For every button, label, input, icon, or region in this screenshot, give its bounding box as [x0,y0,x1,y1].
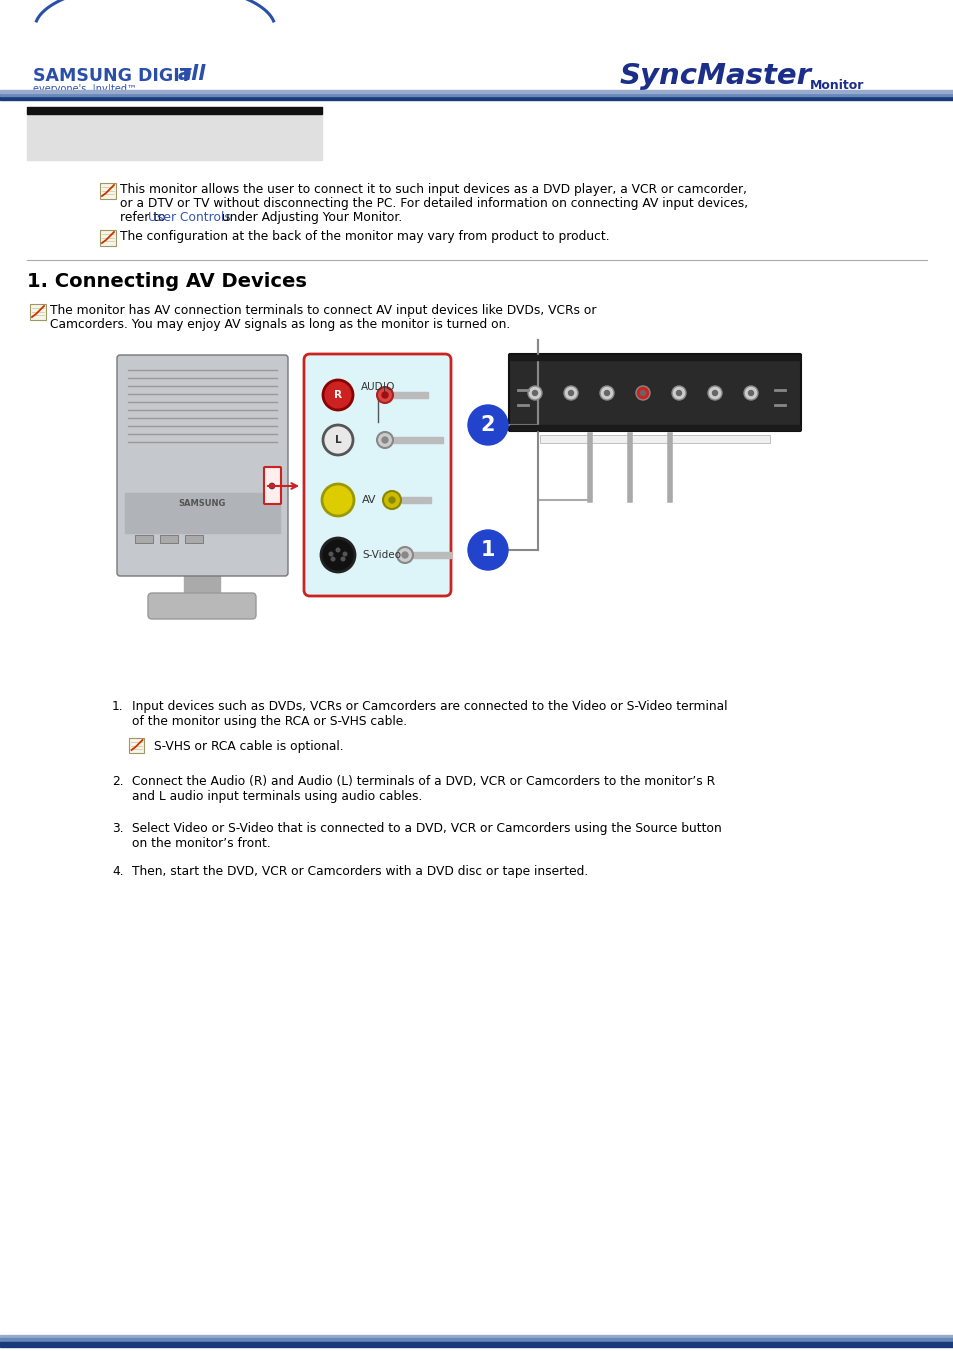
Text: all: all [178,63,206,84]
Bar [400,497,431,503]
Text: SAMSUNG: SAMSUNG [178,499,226,508]
FancyBboxPatch shape [304,354,451,596]
Bar [539,435,769,443]
FancyBboxPatch shape [264,467,281,504]
Text: 3.: 3. [112,821,124,835]
Circle shape [331,557,335,561]
Circle shape [748,390,753,396]
FancyBboxPatch shape [509,354,801,431]
Bar [130,738,144,753]
Text: 1. Connecting AV Devices: 1. Connecting AV Devices [27,272,307,290]
Circle shape [604,390,609,396]
Bar [100,182,116,199]
Circle shape [599,386,614,400]
Bar [510,426,800,430]
Text: 2: 2 [480,415,495,435]
Circle shape [376,386,393,403]
Text: 1.: 1. [112,700,124,713]
Text: and L audio input terminals using audio cables.: and L audio input terminals using audio … [132,790,422,802]
Bar [160,535,178,543]
Circle shape [639,390,645,396]
Bar [0,1335,953,1337]
Text: Monitor: Monitor [809,78,863,92]
Text: AUD|O: AUD|O [360,382,395,393]
Bar [0,1337,953,1342]
Circle shape [468,405,507,444]
Circle shape [269,484,274,489]
Text: L: L [335,435,341,444]
Circle shape [707,386,721,400]
FancyBboxPatch shape [117,355,288,576]
Text: Then, start the DVD, VCR or Camcorders with a DVD disc or tape inserted.: Then, start the DVD, VCR or Camcorders w… [132,865,588,878]
Bar [0,91,953,93]
Text: R: R [334,390,341,400]
Circle shape [382,490,400,509]
Bar [393,392,428,399]
Circle shape [323,426,353,455]
Circle shape [676,390,680,396]
Text: S-Video: S-Video [361,550,400,561]
Circle shape [671,386,685,400]
Bar [185,535,203,543]
Bar [393,436,442,443]
Text: Input devices such as DVDs, VCRs or Camcorders are connected to the Video or S-V: Input devices such as DVDs, VCRs or Camc… [132,700,727,713]
Circle shape [322,484,354,516]
Text: under Adjusting Your Monitor.: under Adjusting Your Monitor. [218,211,402,224]
Bar [27,113,322,159]
Bar [27,107,322,113]
Text: or a DTV or TV without disconnecting the PC. For detailed information on connect: or a DTV or TV without disconnecting the… [120,197,747,209]
Text: S-VHS or RCA cable is optional.: S-VHS or RCA cable is optional. [153,740,343,753]
Text: SyncMaster: SyncMaster [619,62,811,91]
Circle shape [389,497,395,503]
Text: everyone's  |nv|ted™: everyone's |nv|ted™ [33,82,136,93]
Circle shape [401,553,408,558]
FancyBboxPatch shape [148,593,255,619]
Text: Select Video or S-Video that is connected to a DVD, VCR or Camcorders using the : Select Video or S-Video that is connecte… [132,821,721,835]
Circle shape [636,386,649,400]
Circle shape [343,553,347,555]
Bar [184,573,220,594]
Text: 2.: 2. [112,775,124,788]
Circle shape [532,390,537,396]
Bar [510,355,800,359]
Bar [30,304,46,320]
Bar [0,92,953,96]
Circle shape [335,549,339,551]
Text: of the monitor using the RCA or S-VHS cable.: of the monitor using the RCA or S-VHS ca… [132,715,407,728]
Text: AV: AV [361,494,376,505]
Text: 1: 1 [480,540,495,561]
Text: Connect the Audio (R) and Audio (L) terminals of a DVD, VCR or Camcorders to the: Connect the Audio (R) and Audio (L) term… [132,775,715,788]
Text: SAMSUNG DIGIT: SAMSUNG DIGIT [33,68,192,85]
Text: User Controls: User Controls [148,211,231,224]
Circle shape [329,553,333,555]
Circle shape [320,538,355,571]
Bar [413,553,451,558]
Bar [125,493,280,534]
Text: This monitor allows the user to connect it to such input devices as a DVD player: This monitor allows the user to connect … [120,182,746,196]
Circle shape [468,530,507,570]
Circle shape [743,386,758,400]
Text: Camcorders. You may enjoy AV signals as long as the monitor is turned on.: Camcorders. You may enjoy AV signals as … [50,317,510,331]
Circle shape [381,436,388,443]
Circle shape [381,392,388,399]
Circle shape [396,547,413,563]
Circle shape [712,390,717,396]
Circle shape [563,386,578,400]
Circle shape [376,432,393,449]
Bar [100,230,116,246]
Circle shape [568,390,573,396]
Text: 4.: 4. [112,865,124,878]
Text: The configuration at the back of the monitor may vary from product to product.: The configuration at the back of the mon… [120,230,609,243]
Circle shape [323,380,353,409]
Bar [0,96,953,100]
Circle shape [341,557,344,561]
Text: on the monitor’s front.: on the monitor’s front. [132,838,271,850]
Bar [0,1342,953,1347]
Bar [135,535,152,543]
Text: refer to: refer to [120,211,170,224]
Text: The monitor has AV connection terminals to connect AV input devices like DVDs, V: The monitor has AV connection terminals … [50,304,596,317]
Circle shape [527,386,541,400]
